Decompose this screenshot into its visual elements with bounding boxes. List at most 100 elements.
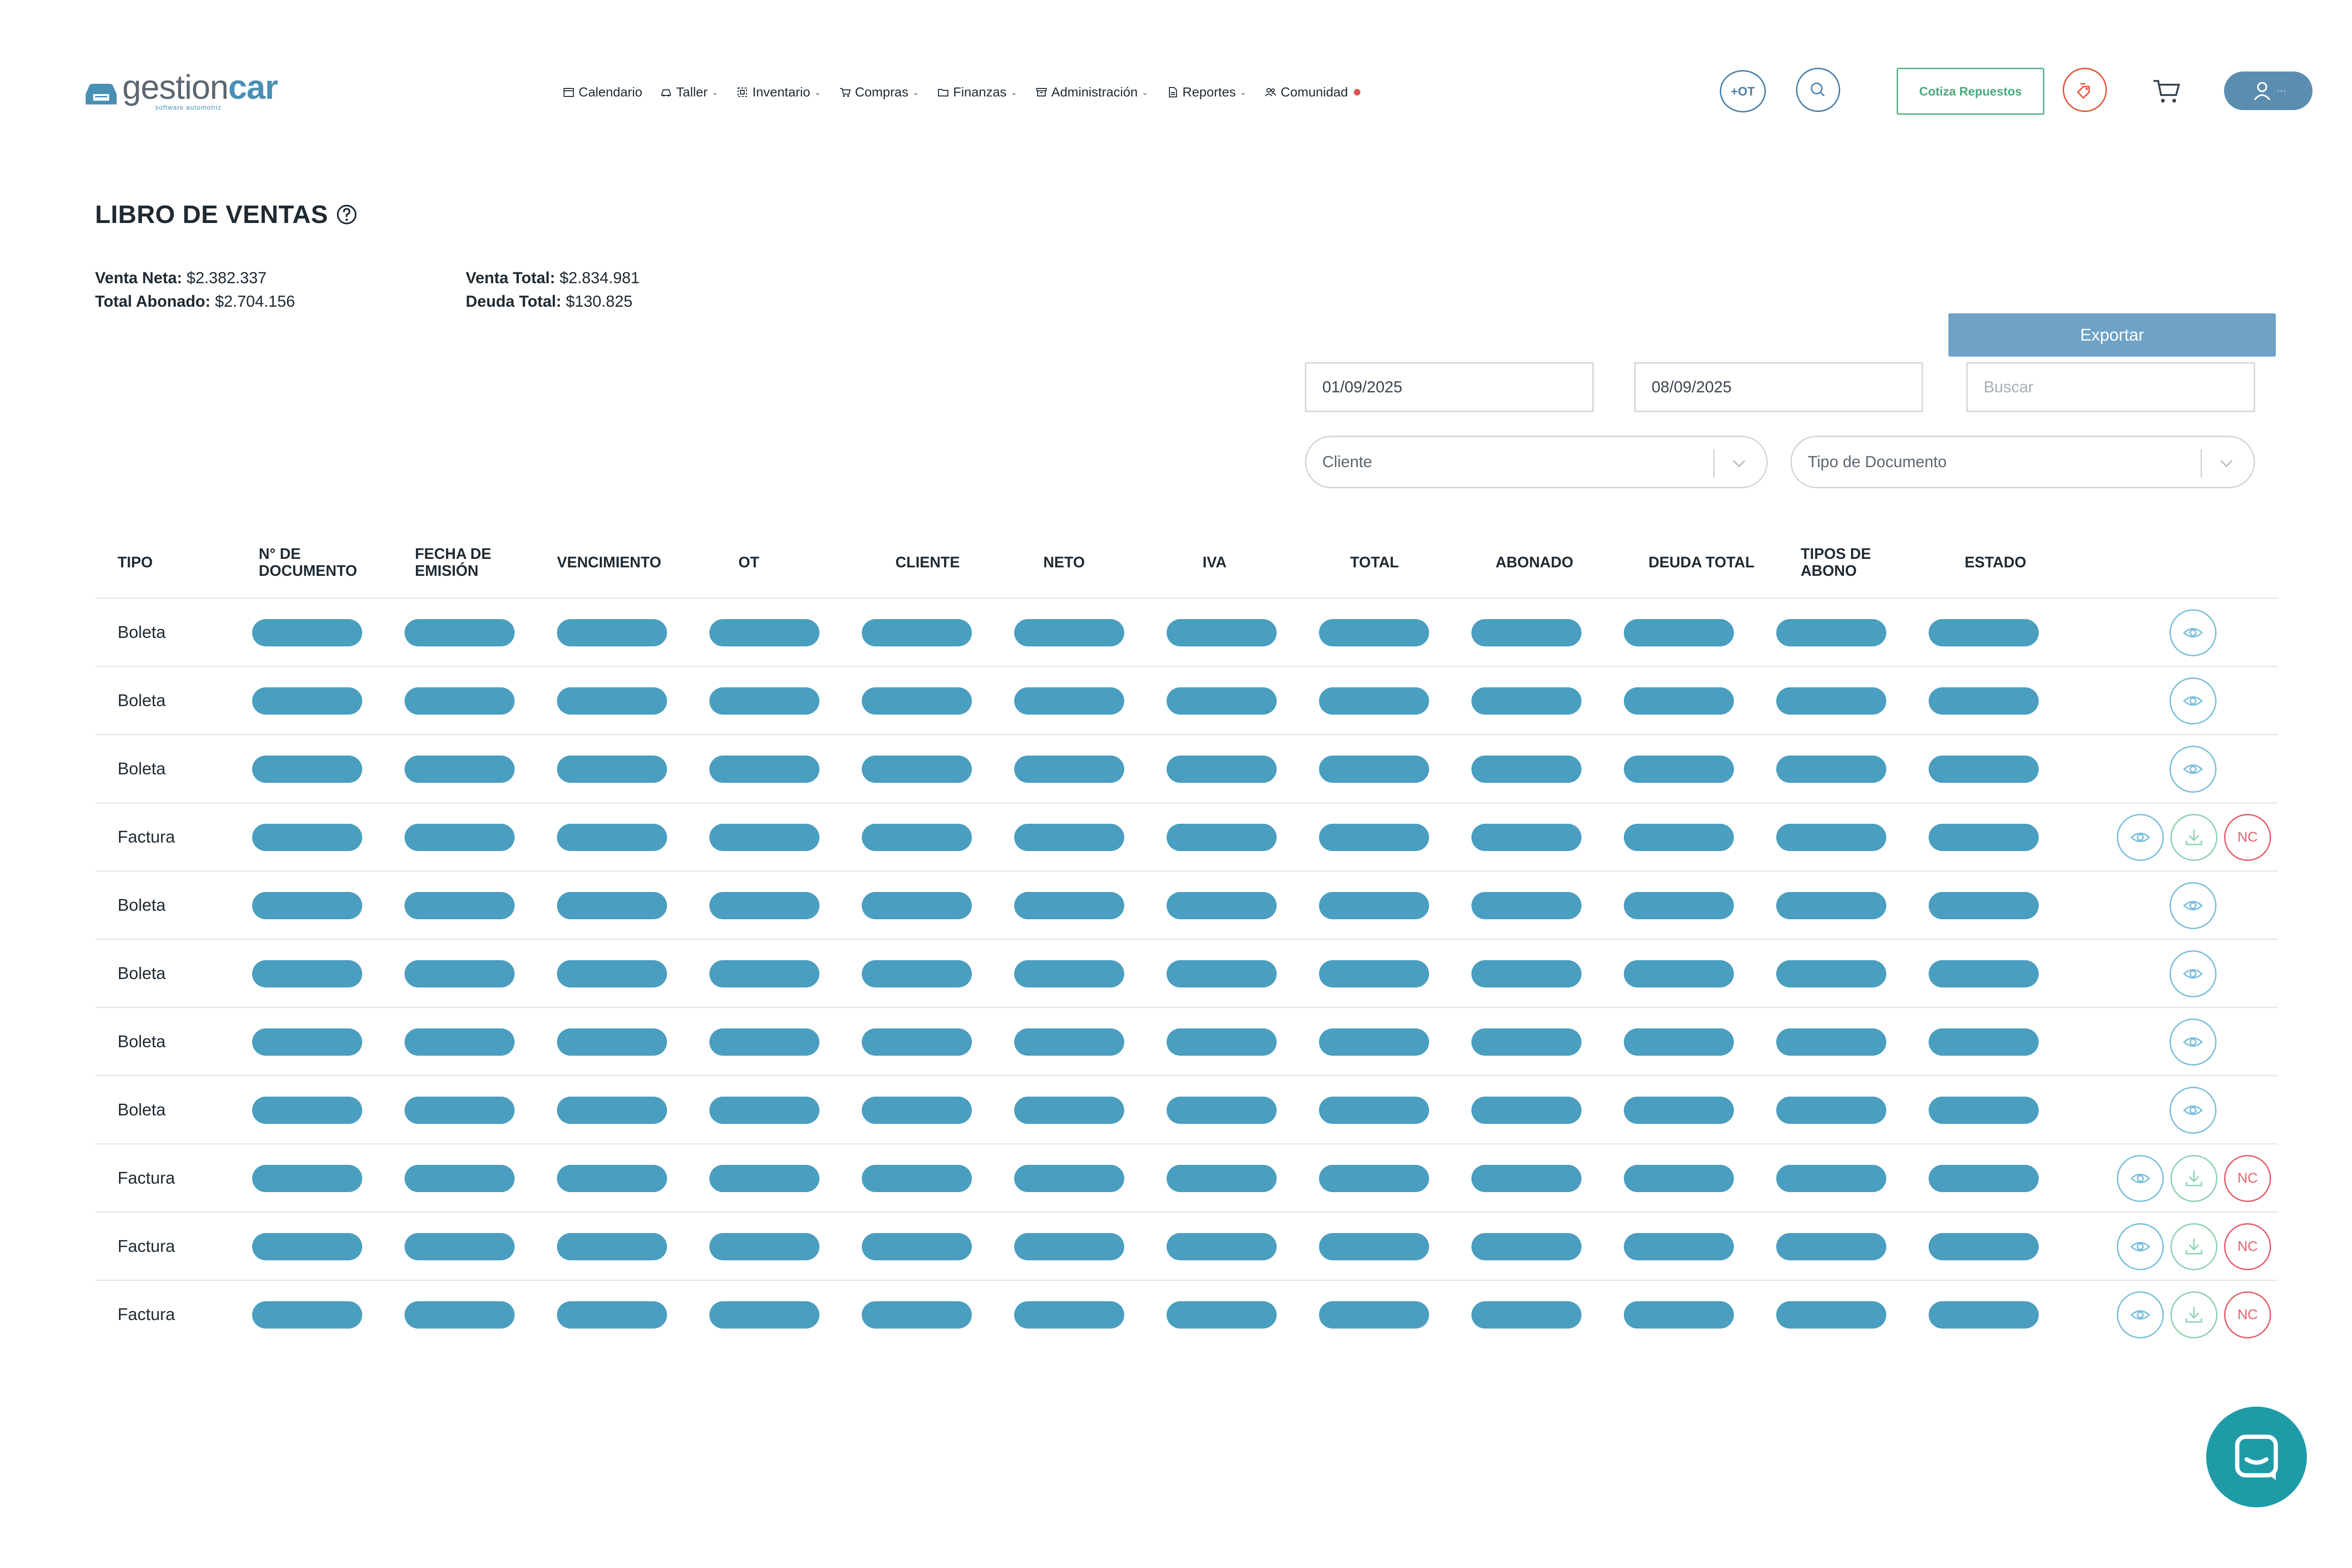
nota-credito-button[interactable]: NC: [2224, 1291, 2271, 1338]
cell-fecha-emision-placeholder: [405, 824, 515, 851]
nota-credito-button[interactable]: NC: [2224, 814, 2271, 861]
cell-abonado-placeholder: [1471, 1028, 1581, 1056]
column-header-neto[interactable]: NETO: [1043, 554, 1085, 571]
view-button[interactable]: [2117, 1291, 2164, 1338]
help-icon[interactable]: [336, 204, 358, 225]
view-button[interactable]: [2117, 1223, 2164, 1270]
column-header-vencimiento[interactable]: VENCIMIENTO: [557, 554, 661, 571]
column-header-fecha-emision[interactable]: FECHA DE EMISIÓN: [415, 545, 492, 579]
table-row[interactable]: Factura NC: [95, 1143, 2278, 1211]
cell-iva-placeholder: [1167, 619, 1277, 646]
user-icon: [2254, 82, 2271, 101]
view-button[interactable]: [2169, 882, 2217, 929]
cliente-select[interactable]: Cliente: [1305, 436, 1768, 488]
cell-deuda-total-placeholder: [1624, 960, 1734, 987]
nav-comunidad[interactable]: Comunidad: [1264, 85, 1360, 100]
cell-cliente-placeholder: [862, 1097, 972, 1124]
cell-tipo: Factura: [118, 1168, 175, 1187]
cell-ot-placeholder: [709, 892, 819, 919]
date-to-input[interactable]: 08/09/2025: [1634, 362, 1923, 412]
row-actions: [2163, 608, 2217, 657]
cell-abonado-placeholder: [1471, 756, 1581, 783]
table-row[interactable]: Boleta: [95, 597, 2278, 666]
nav-compras[interactable]: Compras ⌄: [839, 85, 920, 100]
deuda-total: Deuda Total: $130.825: [466, 293, 633, 310]
nota-credito-button[interactable]: NC: [2224, 1155, 2271, 1202]
column-header-tipo[interactable]: TIPO: [118, 554, 153, 571]
table-row[interactable]: Factura NC: [95, 1211, 2278, 1280]
row-actions: NC: [2110, 813, 2271, 862]
cart-button[interactable]: [2148, 72, 2185, 110]
cotiza-repuestos-button[interactable]: Cotiza Repuestos: [1897, 68, 2044, 115]
search-icon: [1811, 82, 1825, 97]
chevron-down-icon: ⌄: [912, 87, 920, 97]
cell-neto-placeholder: [1014, 687, 1124, 715]
cell-estado-placeholder: [1929, 824, 2039, 851]
promo-button[interactable]: [2063, 68, 2107, 112]
search-input[interactable]: Buscar: [1966, 362, 2255, 412]
cell-fecha-emision-placeholder: [405, 960, 515, 987]
column-header-ot[interactable]: OT: [738, 554, 760, 571]
table-row[interactable]: Factura NC: [95, 1280, 2278, 1348]
nav-calendario[interactable]: Calendario: [563, 85, 642, 100]
view-button[interactable]: [2169, 677, 2217, 724]
view-button[interactable]: [2169, 950, 2217, 997]
view-button[interactable]: [2169, 1019, 2217, 1066]
chevron-down-icon: ⌄: [1010, 87, 1017, 97]
view-button[interactable]: [2169, 1087, 2217, 1134]
cell-cliente-placeholder: [862, 756, 972, 783]
nav-finanzas[interactable]: Finanzas ⌄: [937, 85, 1017, 100]
nav-label: Inventario: [752, 85, 810, 99]
nav-administracion[interactable]: Administración ⌄: [1035, 85, 1149, 100]
cell-tipo: Boleta: [118, 622, 166, 642]
nav-taller[interactable]: Taller ⌄: [660, 85, 718, 100]
cell-iva-placeholder: [1167, 1301, 1277, 1329]
new-ot-button[interactable]: +OT: [1720, 70, 1766, 112]
column-header-estado[interactable]: ESTADO: [1964, 554, 2026, 571]
download-button[interactable]: [2170, 1155, 2217, 1202]
chat-launcher-button[interactable]: [2206, 1407, 2307, 1507]
cell-numero-documento-placeholder: [252, 1301, 362, 1329]
download-button[interactable]: [2170, 1291, 2217, 1338]
column-header-numero-documento[interactable]: N° DE DOCUMENTO: [259, 545, 358, 579]
date-from-input[interactable]: 01/09/2025: [1305, 362, 1594, 412]
cell-deuda-total-placeholder: [1624, 1097, 1734, 1124]
cell-tipos-abono-placeholder: [1776, 756, 1886, 783]
view-button[interactable]: [2169, 746, 2217, 793]
export-button[interactable]: Exportar: [1948, 313, 2276, 357]
table-row[interactable]: Factura NC: [95, 802, 2278, 870]
download-button[interactable]: [2170, 814, 2217, 861]
eye-icon: [2183, 969, 2203, 979]
cell-tipos-abono-placeholder: [1776, 892, 1886, 919]
nav-inventario[interactable]: Inventario ⌄: [736, 85, 821, 100]
nav-reportes[interactable]: Reportes ⌄: [1167, 85, 1247, 100]
car-logo-icon: [86, 84, 117, 104]
column-header-total[interactable]: TOTAL: [1350, 554, 1399, 571]
gestioncar-logo[interactable]: gestioncar software automotriz: [83, 71, 278, 113]
download-button[interactable]: [2170, 1223, 2217, 1270]
select-divider: [2201, 449, 2202, 478]
table-row[interactable]: Boleta: [95, 1075, 2278, 1143]
column-header-tipos-abono[interactable]: TIPOS DE ABONO: [1801, 545, 1871, 579]
table-row[interactable]: Boleta: [95, 939, 2278, 1007]
nota-credito-button[interactable]: NC: [2224, 1223, 2271, 1270]
column-header-cliente[interactable]: CLIENTE: [895, 554, 960, 571]
table-row[interactable]: Boleta: [95, 1007, 2278, 1075]
view-button[interactable]: [2117, 1155, 2164, 1202]
column-header-abonado[interactable]: ABONADO: [1495, 554, 1573, 571]
global-search-button[interactable]: [1796, 68, 1840, 112]
column-header-iva[interactable]: IVA: [1202, 554, 1227, 571]
table-row[interactable]: Boleta: [95, 870, 2278, 939]
cell-vencimiento-placeholder: [557, 824, 667, 851]
table-row[interactable]: Boleta: [95, 666, 2278, 734]
view-button[interactable]: [2169, 609, 2217, 656]
cell-neto-placeholder: [1014, 960, 1124, 987]
table-row[interactable]: Boleta: [95, 734, 2278, 802]
user-menu-button[interactable]: ···: [2224, 72, 2312, 110]
tipo-documento-select[interactable]: Tipo de Documento: [1790, 436, 2255, 488]
column-header-deuda-total[interactable]: DEUDA TOTAL: [1648, 554, 1755, 571]
cell-tipos-abono-placeholder: [1776, 619, 1886, 646]
cell-vencimiento-placeholder: [557, 1233, 667, 1260]
view-button[interactable]: [2117, 814, 2164, 861]
cell-numero-documento-placeholder: [252, 892, 362, 919]
